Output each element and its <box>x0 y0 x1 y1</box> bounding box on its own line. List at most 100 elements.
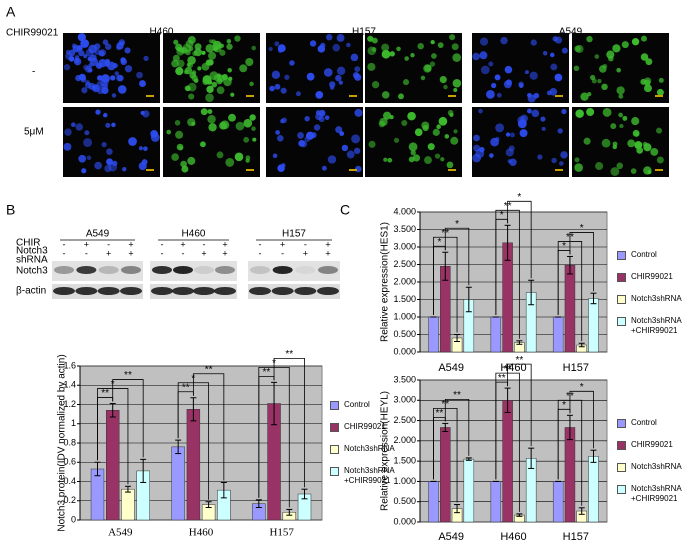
cell <box>586 35 593 43</box>
cell <box>234 152 244 162</box>
treatment-label: CHIR99021 <box>6 28 59 39</box>
cell <box>431 53 437 59</box>
blot-row-label: shRNA <box>16 255 48 266</box>
cell <box>336 66 346 76</box>
legend-label: CHIR99021 <box>631 272 673 281</box>
cell <box>438 116 448 126</box>
cell <box>656 127 663 134</box>
cell <box>335 126 343 134</box>
cell <box>251 126 256 131</box>
cell <box>63 142 72 151</box>
error-bar <box>528 447 535 469</box>
legend-item: CHIR99021 <box>617 440 683 450</box>
cell <box>201 50 206 55</box>
y-tick-label: 1.2 <box>63 399 76 409</box>
cell <box>371 37 378 44</box>
cell <box>627 139 636 148</box>
cell <box>393 137 400 143</box>
cell <box>631 117 640 126</box>
cell <box>208 123 217 132</box>
cell <box>200 141 206 148</box>
error-bar <box>140 458 147 483</box>
scale-bar <box>448 169 456 171</box>
blot-strip <box>52 261 143 281</box>
cell <box>551 157 557 164</box>
blot-sign: - <box>259 248 262 258</box>
cell <box>101 74 110 83</box>
cell <box>184 85 191 92</box>
legend-label: Notch3shRNA <box>344 444 395 453</box>
cell <box>225 157 235 167</box>
cell <box>495 123 505 133</box>
micrograph <box>365 33 462 103</box>
cell <box>621 41 629 49</box>
cell <box>549 88 558 96</box>
cell <box>243 118 253 128</box>
cell <box>557 128 563 134</box>
cell <box>91 84 98 91</box>
cell <box>368 140 376 148</box>
band <box>295 266 316 274</box>
band-label: Notch3 <box>16 266 48 277</box>
cell <box>488 61 494 67</box>
significance-label: ** <box>205 364 213 375</box>
cell <box>306 72 315 81</box>
cell <box>171 59 179 68</box>
blot-row-label: CHIR <box>16 238 40 249</box>
cell <box>424 64 432 72</box>
cell <box>271 70 281 79</box>
cell <box>226 43 233 50</box>
cell <box>408 142 418 152</box>
legend-item: CHIR99021 <box>617 272 683 282</box>
cell <box>70 122 76 128</box>
legend: Control CHIR99021 Notch3shRNA Notch3shRNA +… <box>617 250 683 348</box>
blot-sign: - <box>281 248 284 258</box>
cell <box>472 52 480 61</box>
cell <box>335 74 342 82</box>
x-tick-label: H460 <box>500 362 526 374</box>
blot-sign: - <box>63 239 66 249</box>
x-tick-label: H460 <box>500 531 526 543</box>
cell <box>519 129 528 138</box>
band <box>294 287 317 295</box>
cell <box>437 42 444 49</box>
cell <box>220 43 225 48</box>
cell-line-label: H460 <box>150 27 174 38</box>
cell <box>324 115 330 120</box>
cell <box>211 39 217 45</box>
cell <box>643 143 652 152</box>
cell <box>550 63 558 71</box>
cell <box>227 67 232 73</box>
cell <box>478 108 483 114</box>
cell <box>78 154 87 163</box>
cell <box>63 64 71 71</box>
cell <box>630 168 637 174</box>
blot-sign: + <box>222 239 227 249</box>
error-bar <box>504 224 511 261</box>
y-tick-label: 3.500 <box>393 374 416 384</box>
cell <box>326 33 333 41</box>
cell <box>432 128 440 136</box>
cell <box>586 107 595 117</box>
cell <box>494 74 501 81</box>
scale-bar <box>146 169 154 171</box>
blot-cell-line: A549 <box>86 229 110 240</box>
error-bar <box>301 488 308 500</box>
cell <box>249 81 254 87</box>
significance-label: ** <box>263 367 271 378</box>
cell <box>304 136 311 142</box>
cell <box>207 115 216 124</box>
y-tick-label: 1.500 <box>393 294 416 304</box>
significance-bracket <box>507 363 532 447</box>
legend-label: CHIR99021 <box>631 440 673 449</box>
cell <box>175 67 184 76</box>
cell <box>274 83 281 90</box>
legend-label: CHIR99021 <box>344 422 386 431</box>
cell <box>187 56 196 65</box>
cell <box>346 42 351 48</box>
band <box>172 287 194 295</box>
cell <box>414 128 423 137</box>
cell <box>64 128 72 136</box>
y-tick-label: 0.000 <box>393 346 416 356</box>
cell <box>85 65 93 73</box>
